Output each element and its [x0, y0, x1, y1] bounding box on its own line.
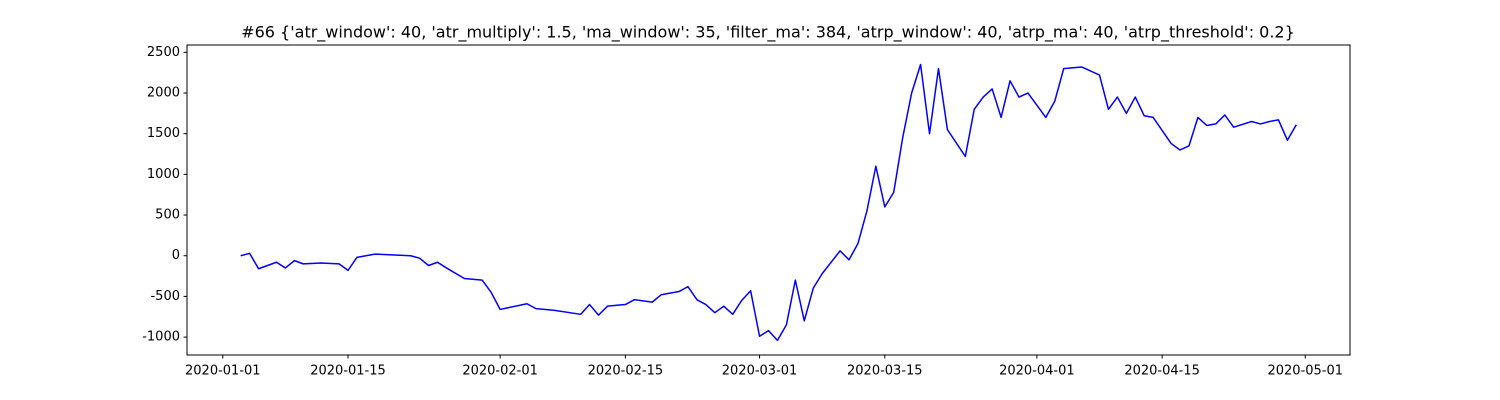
- y-tick-label: 0: [172, 248, 180, 263]
- y-tick-label: -1000: [142, 330, 180, 345]
- x-tick-label: 2020-02-01: [462, 364, 538, 379]
- plot-frame: [186, 44, 1351, 356]
- x-tick-label: 2020-03-01: [722, 364, 798, 379]
- x-tick-label: 2020-05-01: [1267, 364, 1343, 379]
- x-tick-label: 2020-01-15: [310, 364, 386, 379]
- x-tick-label: 2020-04-01: [999, 364, 1075, 379]
- y-tick-label: -500: [150, 289, 180, 304]
- x-tick-label: 2020-02-15: [588, 364, 664, 379]
- y-tick-label: 2500: [147, 45, 180, 60]
- y-tick-label: 1000: [147, 167, 180, 182]
- x-tick-label: 2020-01-01: [185, 364, 261, 379]
- y-tick-label: 1500: [147, 126, 180, 141]
- y-tick-label: 500: [155, 208, 180, 223]
- data-line: [240, 63, 1297, 342]
- x-tick-label: 2020-03-15: [847, 364, 923, 379]
- chart-title: #66 {'atr_window': 40, 'atr_multiply': 1…: [241, 23, 1295, 43]
- y-tick-label: 2000: [147, 86, 180, 101]
- x-tick-label: 2020-04-15: [1124, 364, 1200, 379]
